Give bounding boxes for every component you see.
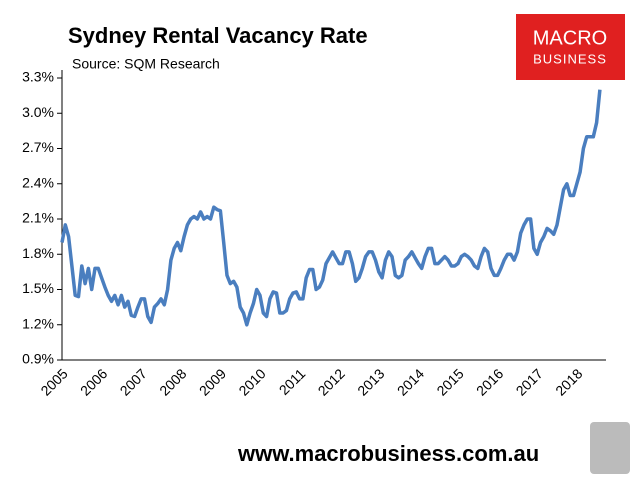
y-tick-label: 1.5% xyxy=(22,280,54,296)
y-tick-label: 2.4% xyxy=(22,174,54,190)
footer-url: www.macrobusiness.com.au xyxy=(237,441,539,466)
y-tick-label: 1.2% xyxy=(22,315,54,331)
y-tick-label: 0.9% xyxy=(22,351,54,367)
y-tick-label: 3.3% xyxy=(22,69,54,85)
y-tick-label: 2.7% xyxy=(22,139,54,155)
logo-text: MACRO xyxy=(533,27,607,49)
wolf-icon xyxy=(590,422,630,474)
y-tick-label: 1.8% xyxy=(22,245,54,261)
logo-text: BUSINESS xyxy=(533,51,607,66)
y-tick-label: 2.1% xyxy=(22,210,54,226)
y-tick-label: 3.0% xyxy=(22,104,54,120)
chart-title: Sydney Rental Vacancy Rate xyxy=(68,23,368,48)
data-line xyxy=(60,89,602,327)
logo-box xyxy=(516,14,625,80)
chart-subtitle: Source: SQM Research xyxy=(72,56,220,72)
